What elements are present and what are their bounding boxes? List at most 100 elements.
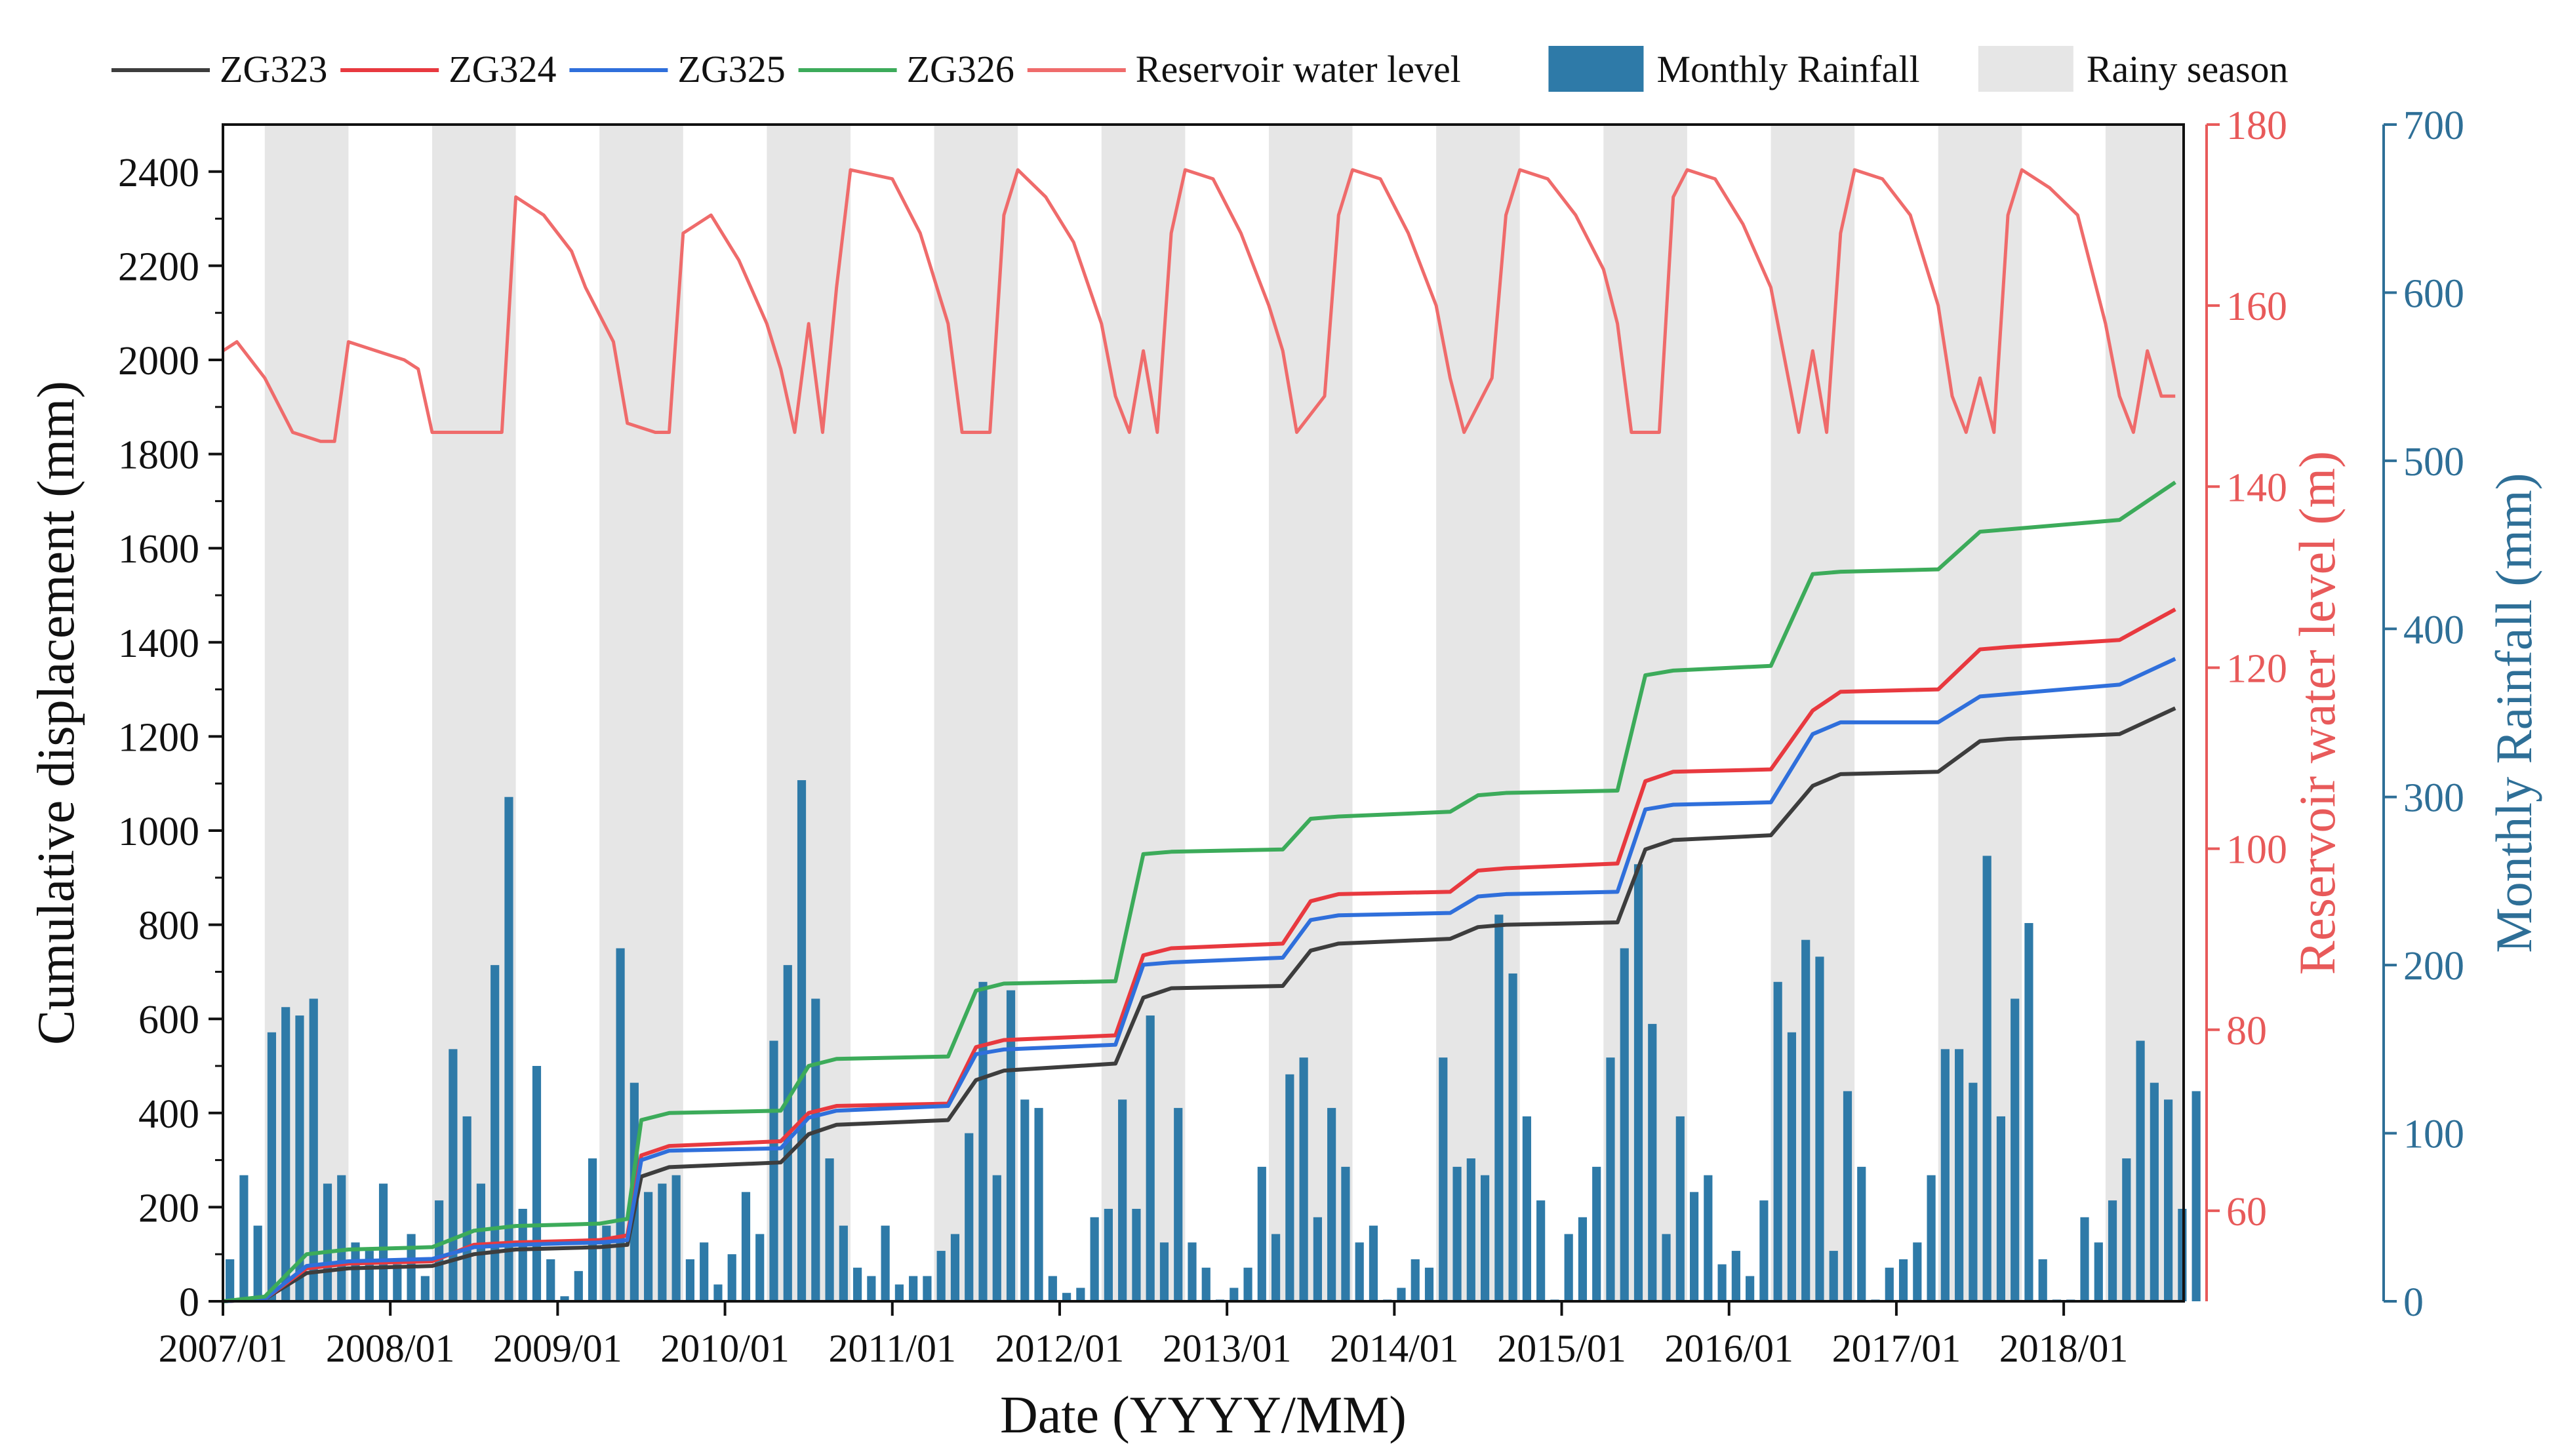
- rainfall-bar: [1815, 956, 1824, 1301]
- rainfall-bar: [1787, 1032, 1797, 1301]
- left-tick-label: 200: [138, 1186, 199, 1230]
- rainfall-bar: [2011, 998, 2020, 1301]
- reservoir-water-level-line: [222, 168, 2176, 443]
- rainfall-bar: [1020, 1099, 1030, 1301]
- rainfall-bar: [2108, 1200, 2117, 1301]
- rainfall-bar: [490, 965, 500, 1301]
- displacement-line-zg324: [222, 607, 2176, 1303]
- rainfall-bar: [1620, 948, 1629, 1301]
- rainfall-bar: [2150, 1082, 2159, 1301]
- x-tick-label: 2017/01: [1832, 1327, 1961, 1370]
- x-tick-label: 2014/01: [1330, 1327, 1459, 1370]
- x-tick-label: 2007/01: [159, 1327, 288, 1370]
- rainfall-bar: [1564, 1234, 1573, 1301]
- rainfall-bar: [894, 1284, 904, 1301]
- rainfall-bar: [1843, 1091, 1852, 1301]
- rainfall-bar: [811, 998, 820, 1301]
- rainy-season-band: [1101, 125, 1186, 1301]
- rainfall-bar: [755, 1234, 765, 1301]
- rainfall-bar: [365, 1251, 374, 1301]
- rainfall-bar: [1885, 1267, 1894, 1301]
- rainfall-bar: [1717, 1264, 1727, 1301]
- left-tick-label: 2200: [118, 245, 199, 289]
- legend-label: ZG325: [677, 48, 785, 90]
- water-level-axis-title: Reservoir water level (m): [2289, 451, 2346, 975]
- rainfall-bar: [1480, 1175, 1490, 1301]
- rainfall-bar: [239, 1175, 249, 1301]
- rainfall-bar: [1299, 1057, 1308, 1301]
- rainfall-bar: [1982, 856, 1992, 1301]
- water-level-tick-label: 100: [2226, 828, 2287, 873]
- axes: 0200400600800100012001400160018002000220…: [118, 104, 2464, 1370]
- water-level-tick-label: 120: [2226, 646, 2287, 691]
- rainfall-bar: [1969, 1082, 1978, 1301]
- rainfall-bar: [616, 948, 625, 1301]
- rainfall-bar: [1927, 1175, 1936, 1301]
- rainfall-bar: [588, 1158, 597, 1301]
- rainfall-bar: [1174, 1108, 1183, 1301]
- water-level-tick-label: 80: [2226, 1009, 2267, 1053]
- legend-item: ZG324: [340, 48, 557, 90]
- rainfall-bar: [1257, 1166, 1266, 1301]
- x-tick-label: 2010/01: [660, 1327, 790, 1370]
- rainfall-bar: [1940, 1049, 1950, 1301]
- rainfall-bar: [1857, 1166, 1866, 1301]
- rainfall-bar: [560, 1296, 569, 1301]
- rainfall-bar: [2094, 1242, 2103, 1301]
- left-y-axis-title: Cumulative displacement (mm): [28, 381, 85, 1045]
- rainfall-bar: [769, 1040, 778, 1301]
- rainfall-bar: [2136, 1040, 2145, 1301]
- legend-label: ZG326: [907, 48, 1014, 90]
- legend: ZG323 ZG324 ZG325 ZG326 Reservoir water leve…: [111, 46, 2289, 92]
- rainfall-bar: [1369, 1225, 1378, 1301]
- legend-label: Monthly Rainfall: [1656, 48, 1919, 90]
- rainfall-bar: [1829, 1251, 1838, 1301]
- rainfall-bar: [2178, 1208, 2187, 1301]
- rainfall-tick-label: 200: [2403, 944, 2464, 989]
- rainfall-bar: [1411, 1259, 1420, 1301]
- rainfall-bar: [337, 1175, 346, 1301]
- legend-item: Rainy season: [1978, 46, 2289, 92]
- rainfall-bar: [295, 1015, 304, 1301]
- rainy-season-band: [934, 125, 1018, 1301]
- left-tick-label: 2400: [118, 151, 199, 195]
- rainfall-bar: [1898, 1259, 1908, 1301]
- left-tick-label: 1000: [118, 810, 199, 854]
- x-tick-label: 2011/01: [829, 1327, 956, 1370]
- rainfall-bar: [867, 1276, 876, 1301]
- rainfall-bars: [226, 780, 2201, 1301]
- legend-swatch: [1978, 46, 2073, 92]
- displacement-line-zg325: [222, 657, 2176, 1303]
- rainfall-bar: [574, 1270, 583, 1301]
- rainfall-bar: [881, 1225, 890, 1301]
- rainfall-tick-label: 300: [2403, 776, 2464, 821]
- rainfall-bar: [853, 1267, 862, 1301]
- rainy-season-band: [599, 125, 683, 1301]
- rainfall-bar: [1522, 1116, 1531, 1301]
- legend-item: ZG326: [798, 48, 1014, 90]
- rainfall-bar: [1606, 1057, 1615, 1301]
- rainfall-bar: [435, 1200, 444, 1301]
- rainfall-bar: [420, 1276, 430, 1301]
- rainfall-bar: [685, 1259, 695, 1301]
- rainfall-bar: [950, 1234, 960, 1301]
- rainfall-bar: [1452, 1166, 1462, 1301]
- rainfall-bar: [1633, 864, 1643, 1301]
- rainfall-bar: [378, 1183, 388, 1301]
- rainfall-bar: [713, 1284, 723, 1301]
- rainfall-bar: [1076, 1288, 1085, 1301]
- rainfall-bar: [825, 1158, 834, 1301]
- rainfall-bar: [462, 1116, 471, 1301]
- legend-label: Rainy season: [2087, 48, 2289, 90]
- rainfall-bar: [2122, 1158, 2131, 1301]
- rainfall-bar: [504, 797, 513, 1301]
- rainfall-bar: [2080, 1217, 2089, 1301]
- displacement-line-zg323: [222, 706, 2176, 1303]
- rainfall-bar: [2192, 1091, 2201, 1301]
- rainfall-tick-label: 100: [2403, 1112, 2464, 1157]
- x-axis-title: Date (YYYY/MM): [1000, 1387, 1407, 1444]
- left-tick-label: 800: [138, 904, 199, 949]
- rainfall-tick-label: 500: [2403, 440, 2464, 484]
- rainfall-bar: [1662, 1234, 1671, 1301]
- legend-item: Reservoir water level: [1027, 48, 1461, 90]
